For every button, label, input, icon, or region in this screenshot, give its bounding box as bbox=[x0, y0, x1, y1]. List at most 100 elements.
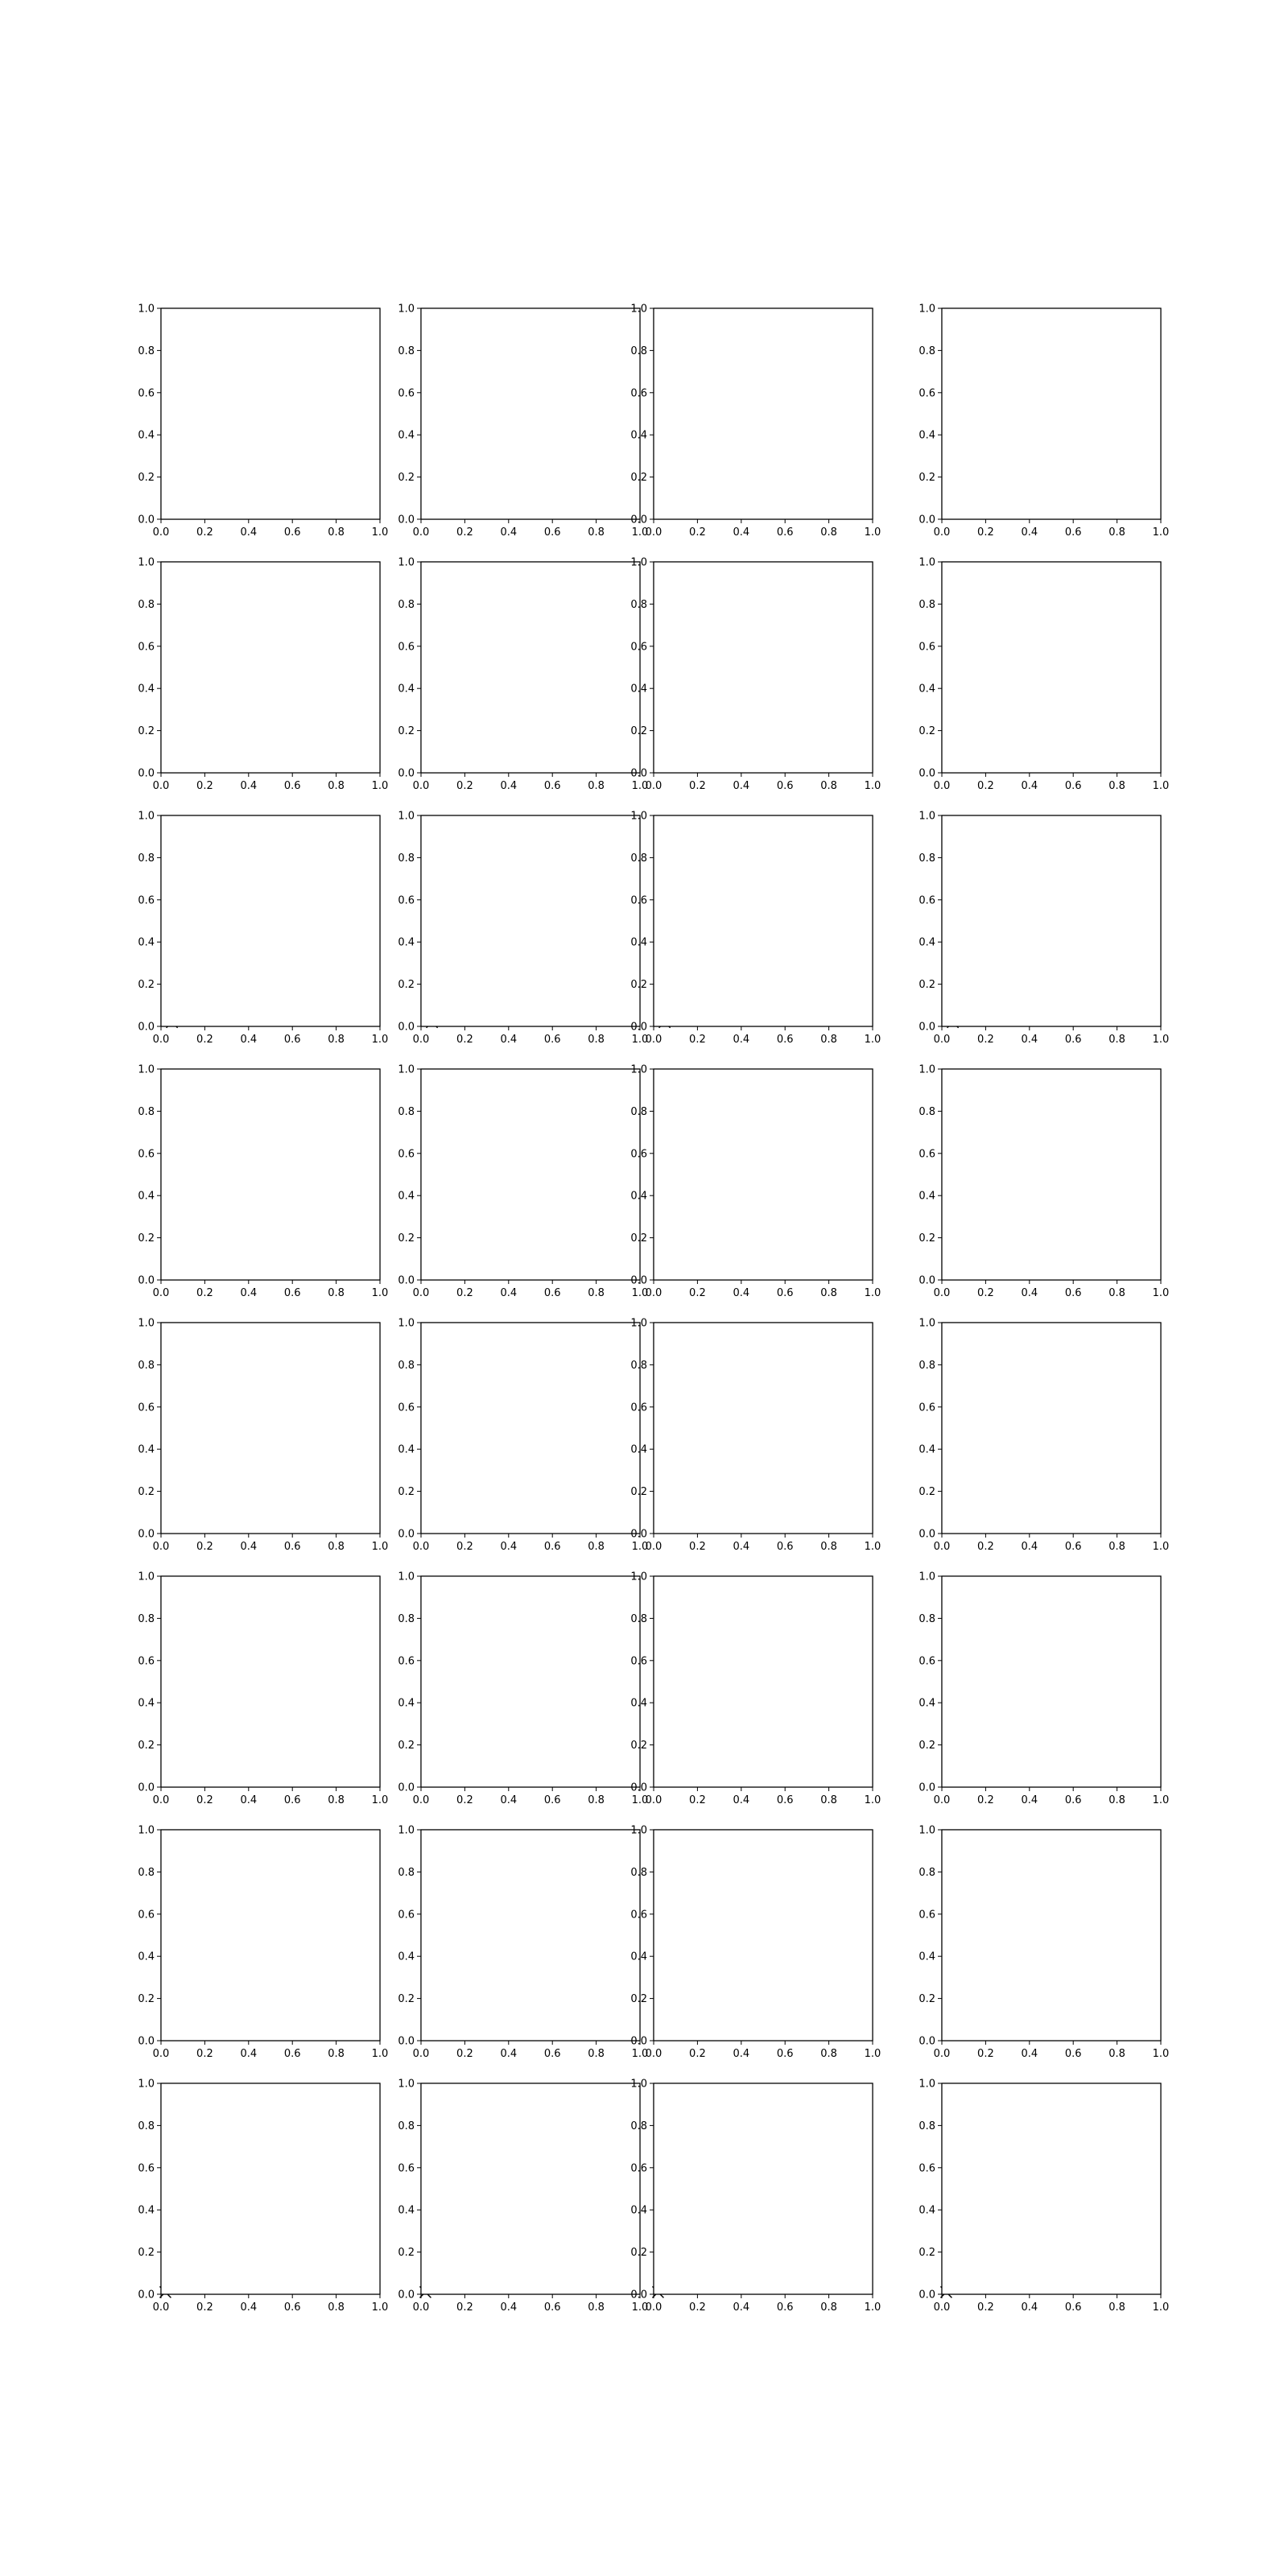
y-tick-label: 0.2 bbox=[630, 1993, 647, 2005]
x-tick-label: 0.8 bbox=[328, 2301, 345, 2314]
y-tick-label: 0.2 bbox=[919, 725, 935, 737]
x-tick-label: 0.8 bbox=[820, 780, 837, 792]
x-tick-label: 0.4 bbox=[733, 526, 749, 539]
x-tick-label: 0.0 bbox=[153, 1034, 170, 1046]
x-tick-label: 0.2 bbox=[689, 1287, 706, 1299]
x-tick-label: 0.6 bbox=[1065, 2048, 1082, 2060]
y-tick-label: 0.0 bbox=[630, 514, 647, 526]
y-tick-label: 0.8 bbox=[138, 1106, 155, 1118]
y-tick-label: 0.4 bbox=[919, 2205, 935, 2217]
y-tick-label: 0.8 bbox=[630, 1867, 647, 1879]
y-tick-label: 1.0 bbox=[138, 1318, 155, 1330]
x-tick-label: 1.0 bbox=[372, 2048, 389, 2060]
x-tick-label: 0.2 bbox=[689, 526, 706, 539]
y-tick-label: 1.0 bbox=[398, 1571, 415, 1583]
y-tick-label: 0.2 bbox=[398, 1486, 415, 1498]
subplot-r6-c4: 0.00.00.20.20.40.40.60.60.80.81.01.0 bbox=[919, 1571, 1169, 1807]
y-tick-label: 1.0 bbox=[138, 811, 155, 823]
y-tick-label: 0.0 bbox=[398, 2289, 415, 2301]
y-tick-label: 0.0 bbox=[138, 1275, 155, 1287]
y-tick-label: 1.0 bbox=[138, 303, 155, 316]
y-tick-label: 0.8 bbox=[398, 1867, 415, 1879]
subplot-r8-c2: 0.00.00.20.20.40.40.60.60.80.81.01.0 bbox=[398, 2079, 648, 2314]
x-tick-label: 0.0 bbox=[646, 526, 663, 539]
x-tick-label: 0.0 bbox=[153, 2301, 170, 2314]
y-tick-label: 0.2 bbox=[398, 1740, 415, 1752]
y-tick-label: 0.2 bbox=[398, 472, 415, 484]
y-tick-label: 1.0 bbox=[919, 2079, 935, 2091]
axes-border bbox=[421, 2083, 640, 2294]
subplot-r8-c1: 0.00.00.20.20.40.40.60.60.80.81.01.0 bbox=[138, 2079, 388, 2314]
y-tick-label: 0.6 bbox=[919, 894, 935, 906]
x-tick-label: 0.2 bbox=[977, 1794, 994, 1806]
y-tick-label: 0.2 bbox=[630, 725, 647, 737]
x-tick-label: 0.4 bbox=[240, 780, 257, 792]
y-tick-label: 0.6 bbox=[919, 1655, 935, 1667]
y-tick-label: 0.0 bbox=[138, 1782, 155, 1794]
x-tick-label: 0.4 bbox=[500, 1794, 517, 1806]
y-tick-label: 1.0 bbox=[919, 1318, 935, 1330]
x-tick-label: 0.6 bbox=[284, 2301, 301, 2314]
x-tick-label: 0.0 bbox=[153, 1287, 170, 1299]
y-tick-label: 0.0 bbox=[919, 1275, 935, 1287]
y-tick-label: 1.0 bbox=[630, 1571, 647, 1583]
y-tick-label: 0.6 bbox=[630, 387, 647, 399]
x-tick-label: 1.0 bbox=[865, 780, 881, 792]
x-tick-label: 1.0 bbox=[865, 1287, 881, 1299]
y-tick-label: 0.8 bbox=[919, 1360, 935, 1372]
x-tick-label: 1.0 bbox=[1153, 1794, 1170, 1806]
y-tick-label: 0.4 bbox=[398, 1191, 415, 1203]
x-tick-label: 0.8 bbox=[1108, 1034, 1125, 1046]
axes-border bbox=[654, 1323, 873, 1534]
y-tick-label: 1.0 bbox=[398, 1064, 415, 1076]
axes-border bbox=[421, 1576, 640, 1787]
x-tick-label: 0.0 bbox=[646, 2048, 663, 2060]
x-tick-label: 0.0 bbox=[934, 1541, 951, 1553]
y-tick-label: 0.2 bbox=[138, 1232, 155, 1245]
x-tick-label: 0.2 bbox=[689, 1541, 706, 1553]
x-tick-label: 1.0 bbox=[1153, 780, 1170, 792]
y-tick-label: 0.6 bbox=[398, 1909, 415, 1921]
y-tick-label: 0.6 bbox=[138, 387, 155, 399]
x-tick-label: 0.6 bbox=[284, 1034, 301, 1046]
y-tick-label: 0.0 bbox=[398, 768, 415, 780]
subplot-r6-c3: 0.00.00.20.20.40.40.60.60.80.81.01.0 bbox=[630, 1571, 881, 1807]
y-tick-label: 0.2 bbox=[138, 979, 155, 991]
x-tick-label: 0.2 bbox=[456, 2301, 473, 2314]
x-tick-label: 0.0 bbox=[934, 2301, 951, 2314]
x-tick-label: 0.0 bbox=[646, 1541, 663, 1553]
x-tick-label: 0.0 bbox=[153, 1794, 170, 1806]
y-tick-label: 0.4 bbox=[919, 1698, 935, 1710]
x-tick-label: 0.2 bbox=[456, 1287, 473, 1299]
x-tick-label: 0.0 bbox=[934, 2048, 951, 2060]
y-tick-label: 0.4 bbox=[630, 2205, 647, 2217]
y-tick-label: 0.8 bbox=[138, 2120, 155, 2132]
x-tick-label: 1.0 bbox=[1153, 2301, 1170, 2314]
axes-border bbox=[421, 1069, 640, 1280]
x-tick-label: 0.6 bbox=[777, 1287, 794, 1299]
y-tick-label: 0.8 bbox=[919, 1106, 935, 1118]
axes-border bbox=[161, 2083, 380, 2294]
x-tick-label: 0.4 bbox=[500, 1541, 517, 1553]
y-tick-label: 0.6 bbox=[398, 641, 415, 653]
x-tick-label: 0.8 bbox=[1108, 526, 1125, 539]
y-tick-label: 0.6 bbox=[630, 2162, 647, 2174]
y-tick-label: 0.2 bbox=[919, 2247, 935, 2259]
x-tick-label: 0.6 bbox=[284, 2048, 301, 2060]
x-tick-label: 0.0 bbox=[153, 1541, 170, 1553]
y-tick-label: 0.2 bbox=[630, 472, 647, 484]
axes-border bbox=[942, 1323, 1161, 1534]
x-tick-label: 0.4 bbox=[240, 526, 257, 539]
y-tick-label: 0.4 bbox=[919, 937, 935, 949]
x-tick-label: 0.8 bbox=[328, 1034, 345, 1046]
axes-border bbox=[161, 1323, 380, 1534]
x-tick-label: 0.2 bbox=[977, 526, 994, 539]
y-tick-label: 1.0 bbox=[398, 1318, 415, 1330]
x-tick-label: 1.0 bbox=[865, 2301, 881, 2314]
subplot-r2-c1: 0.00.00.20.20.40.40.60.60.80.81.01.0 bbox=[138, 557, 388, 793]
y-tick-label: 1.0 bbox=[919, 811, 935, 823]
x-tick-label: 1.0 bbox=[1153, 1541, 1170, 1553]
x-tick-label: 1.0 bbox=[865, 1034, 881, 1046]
y-tick-label: 0.6 bbox=[398, 1402, 415, 1414]
x-tick-label: 0.4 bbox=[240, 2301, 257, 2314]
